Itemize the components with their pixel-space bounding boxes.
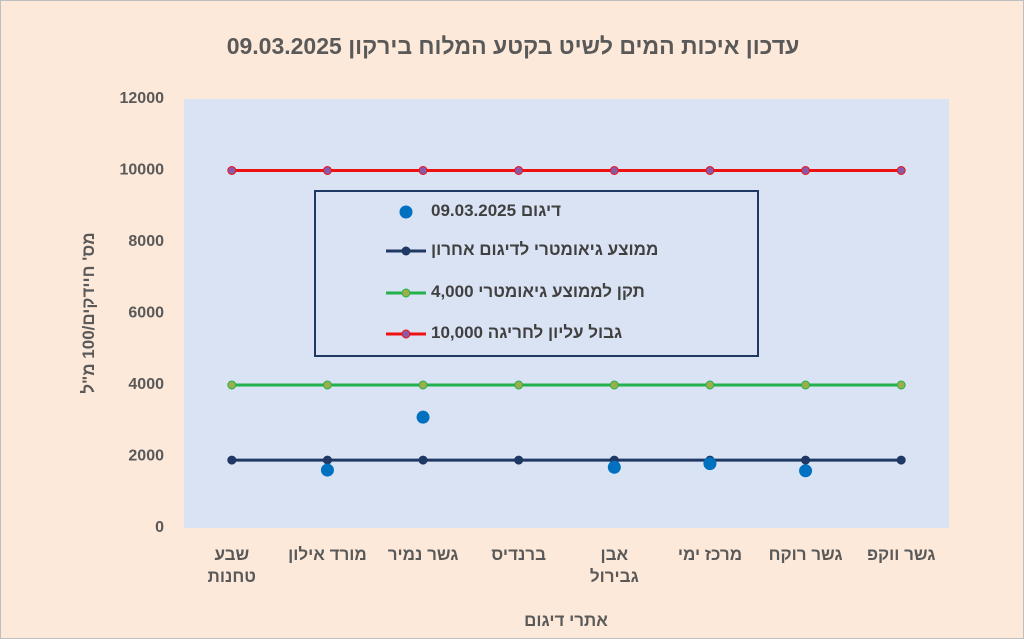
line-marker — [322, 455, 332, 465]
data-point — [703, 457, 717, 471]
y-tick-label: 4000 — [128, 376, 164, 393]
x-tick-label: מורד אילון — [288, 545, 367, 564]
x-tick-label: מרכז ימי — [677, 545, 743, 564]
line-marker — [896, 380, 906, 390]
line-marker — [514, 166, 524, 175]
line-marker — [418, 380, 428, 390]
line-marker — [227, 166, 237, 175]
y-tick-label: 0 — [155, 519, 164, 536]
x-tick-label: ברנדיס — [491, 545, 546, 564]
line-marker — [705, 380, 715, 390]
data-point — [799, 464, 813, 478]
legend-marker — [399, 205, 413, 219]
legend-marker — [401, 246, 411, 256]
legend-label: דיגום 09.03.2025 — [431, 201, 562, 220]
line-marker — [801, 380, 811, 390]
line-marker — [514, 455, 524, 465]
y-tick-label: 12000 — [120, 90, 165, 107]
data-point — [607, 460, 621, 474]
line-marker — [514, 380, 524, 390]
line-marker — [801, 455, 811, 465]
chart-title: עדכון איכות המים לשיט בקטע המלוח בירקון … — [226, 33, 800, 59]
legend-label: ממוצע גיאומטרי לדיגום אחרון — [431, 240, 659, 259]
line-marker — [418, 455, 428, 465]
x-tick-label: אבן גבירול — [589, 545, 639, 586]
x-tick-label: גשר ווקפ — [866, 545, 936, 564]
y-tick-label: 6000 — [128, 305, 164, 322]
line-marker — [322, 380, 332, 390]
line-marker — [896, 166, 906, 175]
x-tick-label: גשר רוקח — [768, 545, 843, 564]
legend-marker — [401, 329, 411, 339]
line-marker — [609, 380, 619, 390]
line-marker — [227, 455, 237, 465]
y-axis-label: מס' חיידקים/100 מ"ל — [79, 232, 98, 394]
data-point — [416, 410, 430, 424]
x-axis-label: אתרי דיגום — [524, 611, 608, 630]
line-marker — [322, 166, 332, 175]
line-marker — [609, 166, 619, 175]
legend-label: גבול עליון לחריגה 10,000 — [431, 323, 623, 342]
legend-marker — [401, 288, 411, 298]
line-marker — [705, 166, 715, 175]
line-marker — [418, 166, 428, 175]
data-point — [320, 463, 334, 477]
x-tick-label: שבע טחנות — [207, 545, 256, 586]
line-marker — [801, 166, 811, 175]
y-tick-label: 2000 — [128, 448, 164, 465]
x-tick-label: גשר נמיר — [387, 545, 459, 564]
legend-label: תקן לממוצע גיאומטרי 4,000 — [431, 282, 645, 301]
line-marker — [896, 455, 906, 465]
y-tick-label: 10000 — [120, 162, 165, 179]
line-marker — [227, 380, 237, 390]
y-tick-label: 8000 — [128, 233, 164, 250]
legend-box — [314, 190, 759, 357]
